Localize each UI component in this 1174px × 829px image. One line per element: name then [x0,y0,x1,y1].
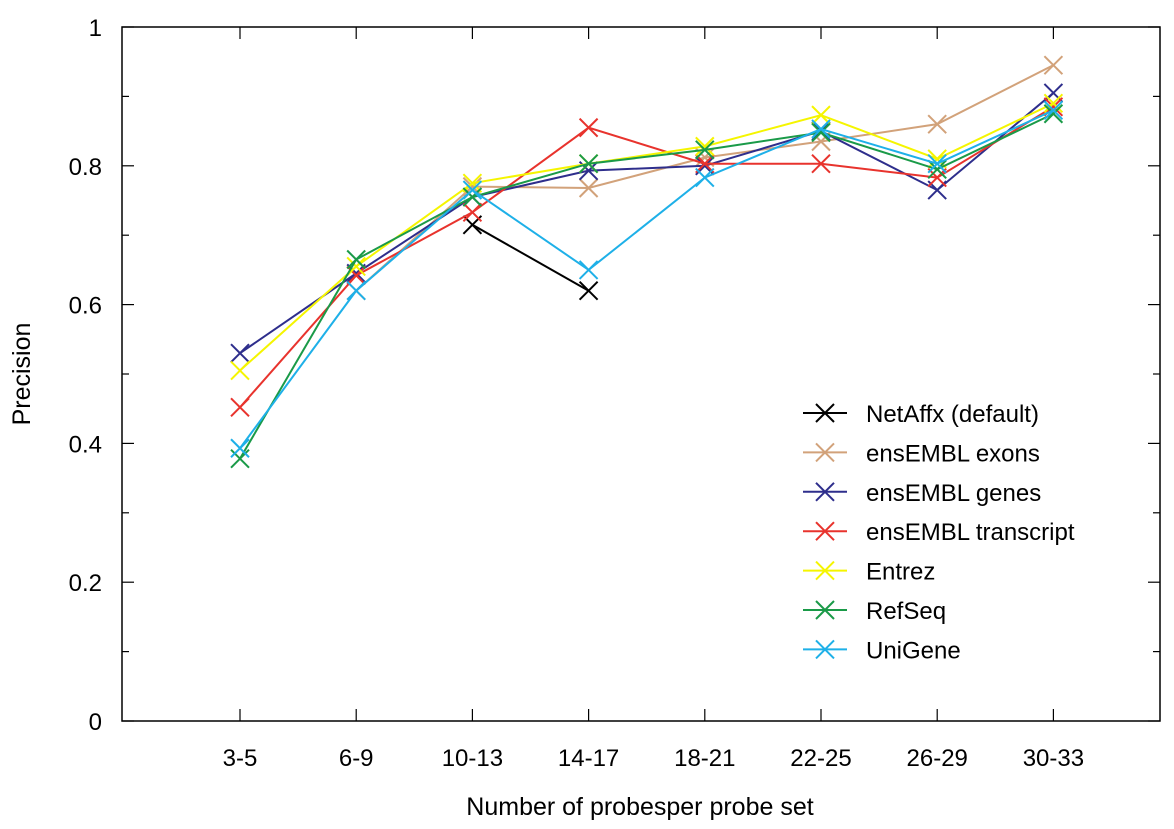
legend-entry: Entrez [803,559,935,586]
legend: NetAffx (default) ensEMBL exons ensEMBL ge… [803,401,1075,664]
series-refseq [230,104,1064,469]
series-line [239,112,1054,460]
series-line [239,92,1055,355]
legend-marker [815,482,835,502]
x-tick-label: 14-17 [558,745,619,772]
data-point [346,249,366,270]
x-tick-label: 18-21 [674,745,735,772]
data-point [927,149,947,169]
y-tick-label: 0.2 [69,570,102,597]
x-tick-label: 22-25 [790,745,851,772]
data-point [927,159,947,179]
axes: 0 0.2 0.4 0.6 0.8 1 3-5 6-9 10-13 14-17 18-21 22-25… [69,15,1161,772]
data-point [230,397,250,418]
data-point [578,117,599,138]
legend-entry: ensEMBL genes [803,480,1041,507]
data-point [230,343,250,363]
legend-label: ensEMBL transcript [866,519,1075,546]
data-point [927,154,947,174]
legend-marker [815,521,835,541]
data-point [462,176,483,197]
data-point [578,178,599,198]
legend-marker [815,560,835,581]
y-tick-label: 0.6 [69,293,102,320]
x-tick-label: 3-5 [223,745,258,772]
data-point [462,180,483,200]
data-point [462,187,483,207]
series-entrez [230,93,1064,381]
legend-marker [815,442,835,463]
data-point [346,281,366,301]
series-line [239,109,1054,449]
legend-label: UniGene [866,637,961,664]
x-tick-label: 10-13 [442,745,503,772]
series-line [471,223,590,292]
y-tick-label: 0.8 [69,154,102,181]
data-point [462,173,483,193]
data-point [811,122,831,143]
data-point [230,448,250,469]
y-tick-label: 0.4 [69,431,102,458]
y-tick-label: 0 [89,709,102,736]
series-unigene [230,100,1064,458]
series-ensembl-transcript [230,97,1064,418]
legend-label: NetAffx (default) [866,401,1039,428]
data-point [811,119,831,139]
legend-entry: ensEMBL transcript [803,519,1075,546]
series-line [239,102,1054,372]
data-point [230,438,250,458]
series-lines [230,55,1064,469]
legend-label: RefSeq [866,598,946,625]
series-line [239,105,1054,408]
legend-entry: RefSeq [803,598,946,625]
data-point [230,360,250,381]
data-point [1043,104,1064,124]
legend-entry: NetAffx (default) [803,401,1039,428]
data-point [578,154,599,174]
x-axis-title: Number of probesper probe set [466,793,813,821]
legend-label: ensEMBL genes [866,480,1041,507]
data-point [1043,93,1064,114]
legend-marker [815,639,835,660]
legend-label: Entrez [866,559,935,586]
legend-marker [815,600,835,620]
legend-entry: UniGene [803,637,961,664]
data-point [1043,83,1064,103]
series-netaffx-default [462,215,599,301]
data-point [578,281,599,301]
legend-marker [815,403,835,423]
data-point [578,260,599,280]
data-point [811,105,831,125]
data-point [927,167,947,188]
data-point [695,136,715,157]
data-point [462,202,483,223]
y-tick-label: 1 [89,15,102,42]
data-point [695,167,715,188]
y-axis-title: Precision [8,323,36,426]
data-point [811,154,831,174]
data-point [695,154,715,174]
data-point [1043,55,1064,75]
legend-label: ensEMBL exons [866,440,1040,467]
data-point [346,263,366,284]
data-point [1043,100,1064,120]
data-point [695,140,715,160]
x-tick-label: 6-9 [339,745,374,772]
data-point [927,114,947,134]
plot-frame [121,26,1161,722]
x-tick-label: 30-33 [1023,745,1084,772]
data-point [346,256,366,277]
legend-entry: ensEMBL exons [803,440,1040,467]
x-tick-label: 26-29 [907,745,968,772]
